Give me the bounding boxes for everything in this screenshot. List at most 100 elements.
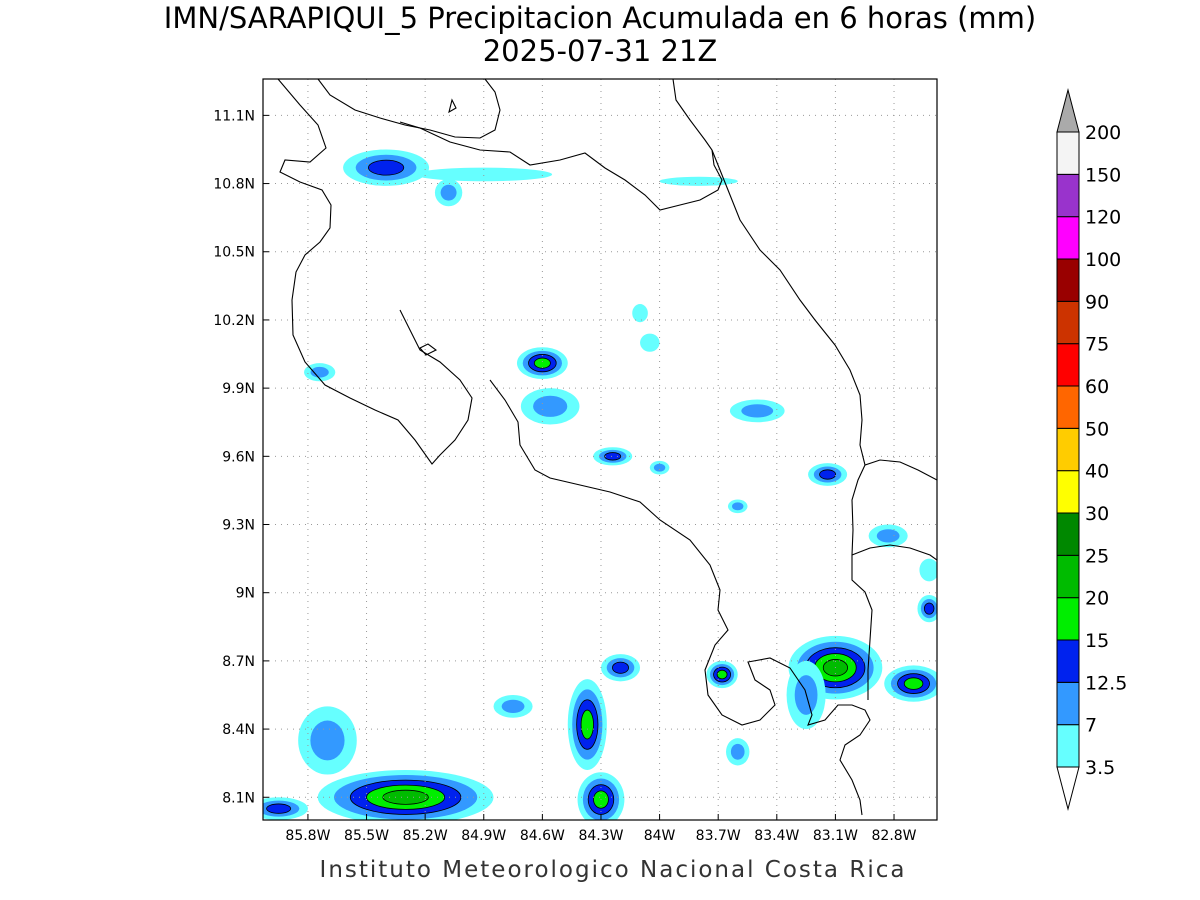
- precip-cell: [263, 797, 308, 820]
- colorbar-level-label: 40: [1085, 461, 1109, 483]
- precip-contour-level-3: [266, 803, 292, 814]
- precip-cell: [659, 176, 738, 186]
- colorbar-under-arrow: [1056, 766, 1080, 811]
- colorbar-over-arrow: [1056, 88, 1080, 133]
- precip-contour-level-1: [640, 333, 660, 352]
- precip-contour-level-1: [659, 176, 738, 186]
- precip-contour-level-3: [604, 452, 622, 461]
- colorbar-level-label: 75: [1085, 334, 1109, 356]
- lat-tick-label: 9N: [236, 586, 255, 602]
- colorbar-swatch: [1056, 131, 1080, 175]
- colorbar-level-label: 150: [1085, 164, 1121, 186]
- precip-contour-level-2: [440, 184, 457, 201]
- precip-cell: [726, 738, 750, 766]
- precip-contour-level-2: [310, 720, 345, 761]
- lon-tick-label: 84.6W: [520, 828, 565, 844]
- precip-cell: [304, 363, 336, 382]
- colorbar-swatch: [1056, 470, 1080, 514]
- precip-contour-level-2: [732, 502, 744, 511]
- colorbar-swatch: [1056, 343, 1080, 387]
- colorbar-swatch: [1056, 724, 1080, 768]
- coastline-nicaragua-border: [277, 79, 473, 465]
- colorbar-swatch: [1056, 681, 1080, 726]
- colorbar-level-label: 200: [1085, 122, 1121, 144]
- precip-contour-level-4: [903, 677, 924, 690]
- precip-contour-level-2: [533, 395, 568, 417]
- precip-cell: [640, 333, 660, 352]
- colorbar-level-label: 60: [1085, 376, 1109, 398]
- colorbar-level-label: 12.5: [1085, 672, 1127, 694]
- precip-cell: [808, 463, 848, 486]
- colorbar-level-label: 100: [1085, 249, 1121, 271]
- colorbar-level-label: 15: [1085, 630, 1109, 652]
- figure-footer-credit: Instituto Meteorologico Nacional Costa R…: [320, 857, 907, 883]
- precip-contour-level-4: [580, 709, 594, 740]
- colorbar-swatch: [1056, 554, 1080, 599]
- lat-tick-label: 10.2N: [213, 313, 255, 329]
- precip-contour-level-4: [716, 669, 728, 680]
- colorbar-swatch: [1056, 258, 1080, 302]
- precip-cell: [520, 388, 580, 425]
- precip-contour-level-5: [382, 789, 429, 805]
- precip-cell: [317, 770, 494, 820]
- colorbar-level-label: 120: [1085, 207, 1121, 229]
- lon-tick-label: 84.9W: [461, 828, 506, 844]
- precip-contour-level-2: [310, 366, 329, 378]
- island-lake-nicaragua: [448, 98, 457, 114]
- colorbar-swatch: [1056, 300, 1080, 345]
- lon-tick-label: 85.8W: [285, 828, 330, 844]
- lat-tick-label: 8.7N: [222, 654, 255, 670]
- colorbar-swatch: [1056, 512, 1080, 556]
- colorbar-swatch: [1056, 216, 1080, 260]
- coastline-layer: [277, 79, 937, 816]
- lon-tick-label: 83.1W: [813, 828, 858, 844]
- precip-contour-level-3: [367, 159, 405, 176]
- island-gulf-nicoya: [419, 343, 438, 356]
- precip-contour-level-1: [632, 304, 648, 323]
- precip-cell: [516, 347, 568, 380]
- precip-contour-level-2: [876, 529, 900, 543]
- precip-cell: [919, 558, 937, 582]
- grid-lines: [263, 79, 937, 820]
- lon-tick-label: 83.4W: [754, 828, 799, 844]
- border-costa-rica-panama: [851, 464, 873, 700]
- lat-tick-label: 11.1N: [213, 108, 255, 124]
- border-nicaragua-costa-rica: [399, 121, 723, 211]
- colorbar-swatch: [1056, 385, 1080, 429]
- coastline-pacific-gulf-nicoya: [489, 379, 871, 816]
- lat-tick-label: 9.6N: [222, 449, 255, 465]
- lat-tick-label: 8.1N: [222, 790, 255, 806]
- precip-contour-level-1: [919, 558, 937, 582]
- lon-tick-label: 85.2W: [403, 828, 448, 844]
- figure-title-line2: 2025-07-31 21Z: [483, 34, 718, 68]
- lon-tick-label: 82.8W: [872, 828, 917, 844]
- coastline-north: [317, 79, 501, 139]
- precip-cell: [868, 524, 908, 548]
- colorbar-swatch: [1056, 427, 1080, 472]
- lat-tick-label: 10.8N: [213, 177, 255, 193]
- precip-cell: [706, 660, 738, 689]
- precip-cell: [567, 679, 607, 770]
- precip-contour-level-4: [533, 357, 551, 369]
- precip-cell: [343, 149, 430, 186]
- colorbar-level-label: 90: [1085, 291, 1109, 313]
- precip-contour-level-3: [612, 661, 629, 674]
- coastline-caribbean: [672, 79, 937, 481]
- precip-cell: [727, 499, 748, 514]
- colorbar-level-label: 3.5: [1085, 757, 1115, 779]
- lon-tick-label: 85.5W: [344, 828, 389, 844]
- lat-tick-label: 9.9N: [222, 381, 255, 397]
- precip-cell: [593, 447, 633, 466]
- colorbar-swatch: [1056, 597, 1080, 641]
- precip-contour-level-2: [741, 404, 774, 418]
- precip-cell: [600, 654, 641, 682]
- lon-tick-label: 84W: [644, 828, 676, 844]
- colorbar-swatch: [1056, 173, 1080, 218]
- longitude-axis: 85.8W 85.5W 85.2W 84.9W 84.6W 84.3W 84W 83.7W 83…: [285, 814, 917, 844]
- map-plot-area: [262, 78, 938, 821]
- figure-title-line1: IMN/SARAPIQUI_5 Precipitacion Acumulada …: [164, 1, 1036, 35]
- precip-cell: [632, 304, 648, 323]
- colorbar-legend: 3.5 7 12.5 15 20 25 30 40 50 60 75 90 100 120 150 200: [1056, 88, 1127, 811]
- colorbar-swatch: [1056, 639, 1080, 683]
